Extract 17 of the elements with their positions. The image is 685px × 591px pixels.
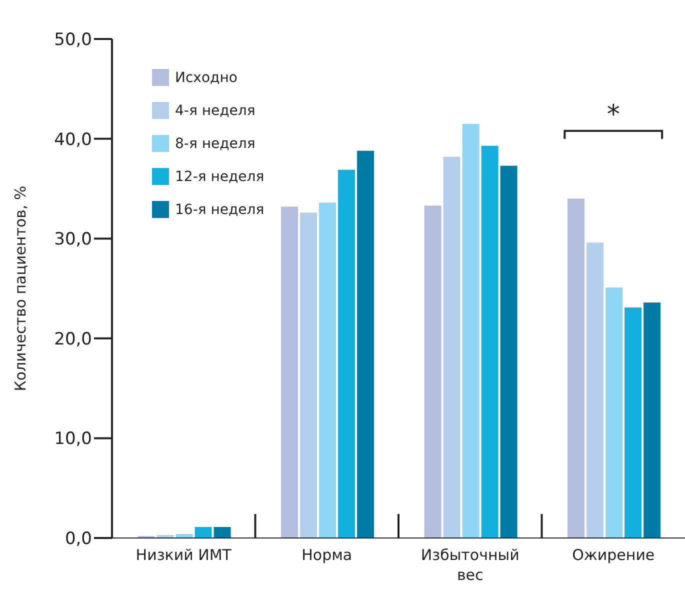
- y-tick-label: 20,0: [54, 329, 92, 350]
- annotation: *: [606, 100, 620, 130]
- x-tick-label: Избыточный вес: [420, 546, 520, 584]
- y-tick-label: 50,0: [54, 30, 92, 50]
- legend-label: 8-я неделя: [175, 136, 256, 152]
- x-tick-label: Норма: [302, 546, 352, 564]
- legend-label: Исходно: [175, 70, 238, 86]
- legend-label: 12-я неделя: [175, 168, 264, 184]
- y-tick-label: 10,0: [54, 429, 92, 450]
- legend-label: 16-я неделя: [175, 202, 264, 218]
- y-tick-label: 30,0: [54, 230, 92, 250]
- y-axis-title: Количество пациентов, %: [11, 186, 30, 392]
- x-tick-label: Ожирение: [572, 546, 655, 564]
- legend-label: 4-я неделя: [175, 102, 256, 118]
- y-tick-label: 0,0: [64, 529, 92, 550]
- y-tick-label: 40,0: [54, 130, 92, 150]
- x-tick-label: Низкий ИМТ: [136, 546, 232, 564]
